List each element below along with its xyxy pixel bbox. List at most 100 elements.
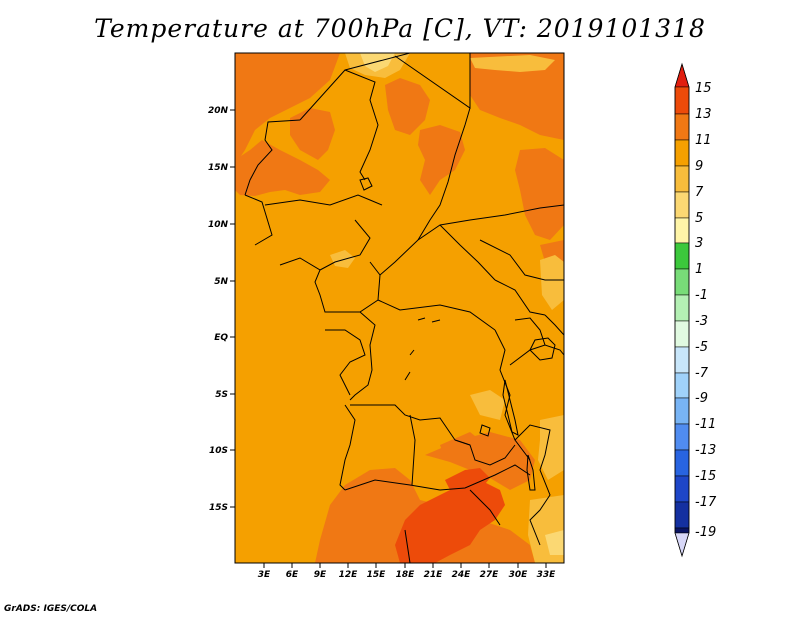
pale-patch-ahaggar [360, 53, 395, 72]
colorbar-label: 3 [695, 236, 703, 251]
chart-title: Temperature at 700hPa [C], VT: 201910131… [94, 14, 706, 43]
warm-patch-niger-north [290, 108, 335, 160]
warm-patch-northwest [235, 53, 340, 165]
colorbar-label: -7 [695, 366, 709, 381]
lon-tick: 33E [537, 563, 557, 580]
colorbar-segment [674, 320, 690, 348]
lon-tick: 9E [314, 563, 327, 580]
colorbar-label: -15 [695, 469, 716, 484]
colorbar-label: -9 [695, 391, 708, 406]
lake-chad [359, 177, 373, 191]
colorbar-segment [674, 165, 690, 193]
colorbar-label: 15 [695, 81, 712, 96]
lon-label: 33E [537, 570, 557, 580]
lat-label: 10N [208, 220, 229, 230]
lon-label: 30E [509, 570, 529, 580]
lon-tick: 12E [339, 563, 359, 580]
lat-tick: 20N [208, 106, 235, 116]
lon-label: 3E [258, 570, 271, 580]
lon-label: 15E [367, 570, 387, 580]
lon-label: 6E [286, 570, 299, 580]
border-sudan-ssudan [439, 204, 564, 226]
colorbar-label: 11 [695, 133, 712, 148]
border-zambia-zimbabwe [439, 464, 531, 491]
colorbar-segment [674, 242, 690, 270]
lat-label: 5S [215, 390, 228, 400]
lon-label: 12E [339, 570, 359, 580]
lat-tick: EQ [214, 333, 235, 343]
drc-river-segments [404, 317, 441, 381]
colorbar-label: -13 [695, 443, 716, 458]
warm-patch-chad-north [385, 78, 430, 135]
colorbar-segment [674, 217, 690, 244]
colorbar-segment [674, 191, 690, 219]
colorbar-labels: 15 13 11 9 7 5 3 1 -1 -3 -5 -7 -9 -11 -1… [695, 81, 717, 540]
colorbar-bottom-arrow [674, 532, 690, 557]
lake-tanganyika [502, 379, 519, 436]
lon-tick: 27E [480, 563, 499, 580]
border-niger-nigeria [264, 194, 383, 206]
colorbar-segment [674, 527, 690, 534]
warm-patch-zambia-north [440, 432, 480, 458]
warm-patch-chad-east [418, 125, 465, 195]
lon-tick: 15E [367, 563, 387, 580]
light-patch-tanzania [470, 390, 505, 420]
colorbar: 15 13 11 9 7 5 3 1 -1 -3 -5 -7 -9 -11 -1… [674, 62, 717, 558]
lake-victoria [529, 337, 556, 361]
border-algeria-niger [344, 53, 411, 71]
border-congo-drc [349, 311, 376, 401]
footer-credit: GrADS: IGES/COLA [4, 604, 98, 614]
border-drc-zambia [454, 439, 516, 466]
light-patch-cameroon [330, 250, 355, 268]
pale-patch-mozambique [545, 530, 564, 555]
warm-patch-sudan-north [470, 53, 564, 140]
colorbar-segment [674, 372, 690, 399]
lon-label: 24E [452, 570, 472, 580]
lat-label: EQ [214, 333, 228, 343]
country-borders [244, 53, 564, 563]
colorbar-segment [674, 475, 690, 503]
lon-label: 18E [396, 570, 416, 580]
lake-mweru [479, 424, 491, 437]
lat-tick: 15N [208, 163, 235, 173]
colorbar-segment [674, 294, 690, 322]
lat-label: 5N [214, 277, 228, 287]
colorbar-label: -5 [695, 340, 708, 355]
lat-tick: 5S [215, 390, 235, 400]
lat-label: 15N [208, 163, 229, 173]
lat-axis: 20N 15N 10N 5N EQ 5S 10S 15S [208, 106, 235, 513]
colorbar-label: -19 [695, 525, 716, 540]
colorbar-segment [674, 423, 690, 451]
border-angola-zambia [409, 414, 416, 486]
border-kenya [544, 314, 564, 336]
colorbar-segment [674, 86, 690, 115]
colorbar-segment [674, 501, 690, 529]
light-patch-tibesti [470, 55, 555, 72]
warm-patch-sudan-south [515, 148, 564, 240]
colorbar-segment [674, 346, 690, 374]
light-patch-east-africa [540, 255, 564, 310]
lon-axis: 3E 6E 9E 12E 15E 18E 21E 24E 27E 30E 33E [258, 563, 556, 580]
colorbar-label: 1 [695, 262, 703, 277]
colorbar-outline [674, 62, 690, 558]
colorbar-label: -17 [695, 495, 717, 510]
colorbar-label: 7 [695, 185, 704, 200]
lon-tick: 3E [258, 563, 271, 580]
border-ssudan-drc [494, 279, 546, 316]
lat-label: 20N [208, 106, 229, 116]
border-burkina [244, 194, 273, 246]
colorbar-label: -3 [695, 314, 708, 329]
colorbar-label: -1 [695, 288, 708, 303]
hot-patch-botswana [395, 480, 505, 563]
colorbar-segment [674, 449, 690, 477]
lon-tick: 24E [452, 563, 472, 580]
colorbar-segment [674, 268, 690, 296]
lat-tick: 10S [209, 446, 235, 456]
border-mozambique [514, 424, 551, 546]
colorbar-label: 5 [695, 211, 703, 226]
border-ethiopia [479, 239, 564, 281]
lat-tick: 15S [209, 503, 235, 513]
lon-label: 9E [314, 570, 327, 580]
colorbar-label: 13 [695, 107, 712, 122]
